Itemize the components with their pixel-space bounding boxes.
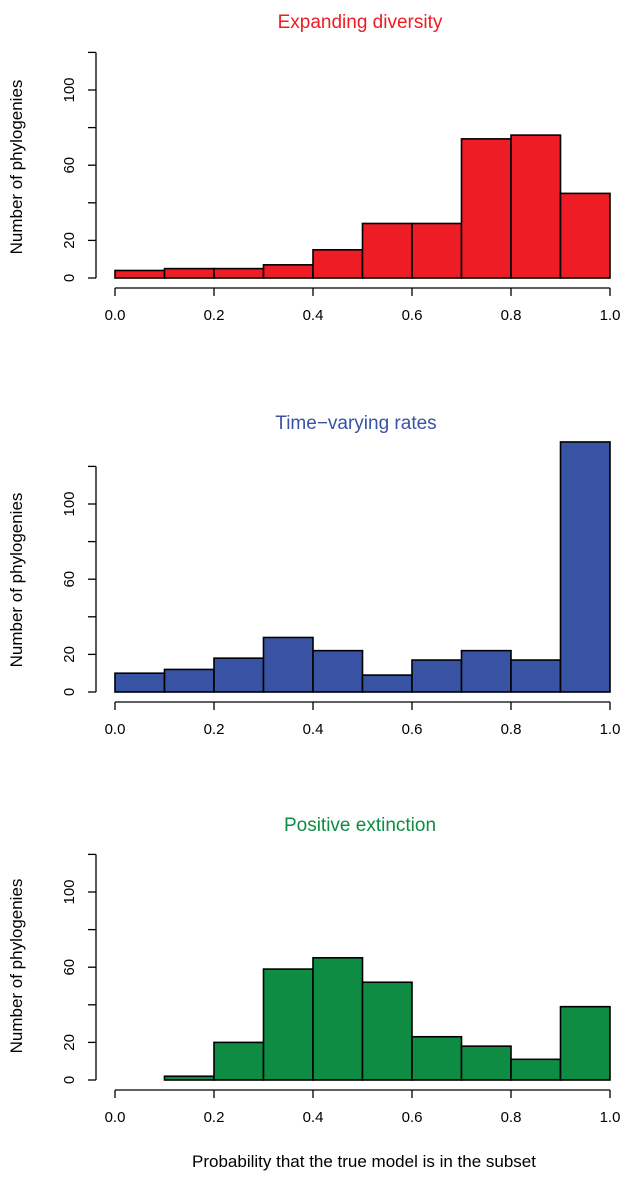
bar <box>213 267 265 279</box>
bar <box>213 657 265 693</box>
x-tick-label: 1.0 <box>600 721 621 738</box>
bar <box>114 269 166 279</box>
y-tick-label: 0 <box>61 274 78 282</box>
y-tick-label: 100 <box>61 491 78 516</box>
bar <box>262 968 314 1081</box>
x-tick-label: 0.2 <box>204 1109 225 1126</box>
bar <box>559 192 611 279</box>
bar <box>510 134 562 279</box>
panel-expanding-diversity: Expanding diversity Number of phylogenie… <box>7 12 620 324</box>
panel-title: Expanding diversity <box>278 12 443 33</box>
x-axis-label: Probability that the true model is in th… <box>192 1152 536 1171</box>
bar <box>460 649 512 693</box>
y-tick-label: 0 <box>61 1076 78 1084</box>
bar <box>114 672 166 693</box>
x-tick-label: 0.4 <box>303 1109 324 1126</box>
x-tick-label: 0.8 <box>501 307 522 324</box>
x-tick-label: 0.4 <box>303 721 324 738</box>
y-tick-label: 20 <box>61 232 78 249</box>
x-axis: 0.0 0.2 0.4 0.6 0.8 1.0 <box>105 1089 621 1126</box>
bar <box>361 674 413 693</box>
x-tick-label: 0.0 <box>105 721 126 738</box>
y-axis-label: Number of phylogenies <box>7 493 26 668</box>
x-tick-label: 0.0 <box>105 1109 126 1126</box>
y-tick-label: 60 <box>61 571 78 588</box>
x-tick-label: 0.0 <box>105 307 126 324</box>
bars <box>114 441 611 693</box>
bar <box>262 636 314 693</box>
y-tick-label: 20 <box>61 1034 78 1051</box>
panel-positive-extinction: Positive extinction Number of phylogenie… <box>7 815 620 1126</box>
y-axis: 0 20 60 100 <box>61 853 97 1084</box>
x-tick-label: 0.2 <box>204 721 225 738</box>
bar <box>361 981 413 1081</box>
bar <box>163 267 215 279</box>
x-tick-label: 1.0 <box>600 307 621 324</box>
bar <box>312 249 364 279</box>
y-axis-label: Number of phylogenies <box>7 80 26 255</box>
x-tick-label: 1.0 <box>600 1109 621 1126</box>
bar <box>510 1058 562 1081</box>
x-tick-label: 0.6 <box>402 1109 423 1126</box>
bar <box>411 1035 463 1081</box>
bar <box>559 1005 611 1081</box>
bar <box>411 659 463 693</box>
bar <box>510 659 562 693</box>
bar <box>163 668 215 693</box>
panel-time-varying-rates: Time−varying rates Number of phylogenies… <box>7 413 620 738</box>
x-axis: 0.0 0.2 0.4 0.6 0.8 1.0 <box>105 287 621 324</box>
y-axis: 0 20 60 100 <box>61 51 97 282</box>
y-tick-label: 0 <box>61 688 78 696</box>
bar <box>460 138 512 279</box>
bar <box>361 222 413 279</box>
y-tick-label: 100 <box>61 77 78 102</box>
x-tick-label: 0.6 <box>402 721 423 738</box>
x-tick-label: 0.8 <box>501 1109 522 1126</box>
y-tick-label: 20 <box>61 646 78 663</box>
panel-title: Time−varying rates <box>275 413 436 434</box>
y-tick-label: 100 <box>61 879 78 904</box>
bar <box>163 1075 215 1081</box>
bar <box>312 956 364 1081</box>
panel-title: Positive extinction <box>284 815 436 836</box>
y-axis-label: Number of phylogenies <box>7 879 26 1054</box>
y-tick-label: 60 <box>61 157 78 174</box>
bar <box>559 441 611 693</box>
x-axis: 0.0 0.2 0.4 0.6 0.8 1.0 <box>105 701 621 738</box>
bar <box>213 1041 265 1081</box>
x-tick-label: 0.4 <box>303 307 324 324</box>
bars <box>114 134 611 279</box>
bars <box>163 956 611 1081</box>
y-axis: 0 20 60 100 <box>61 465 97 696</box>
bar <box>262 264 314 279</box>
x-tick-label: 0.8 <box>501 721 522 738</box>
x-tick-label: 0.6 <box>402 307 423 324</box>
x-tick-label: 0.2 <box>204 307 225 324</box>
bar <box>312 649 364 693</box>
bar <box>460 1045 512 1081</box>
bar <box>411 222 463 279</box>
y-tick-label: 60 <box>61 959 78 976</box>
